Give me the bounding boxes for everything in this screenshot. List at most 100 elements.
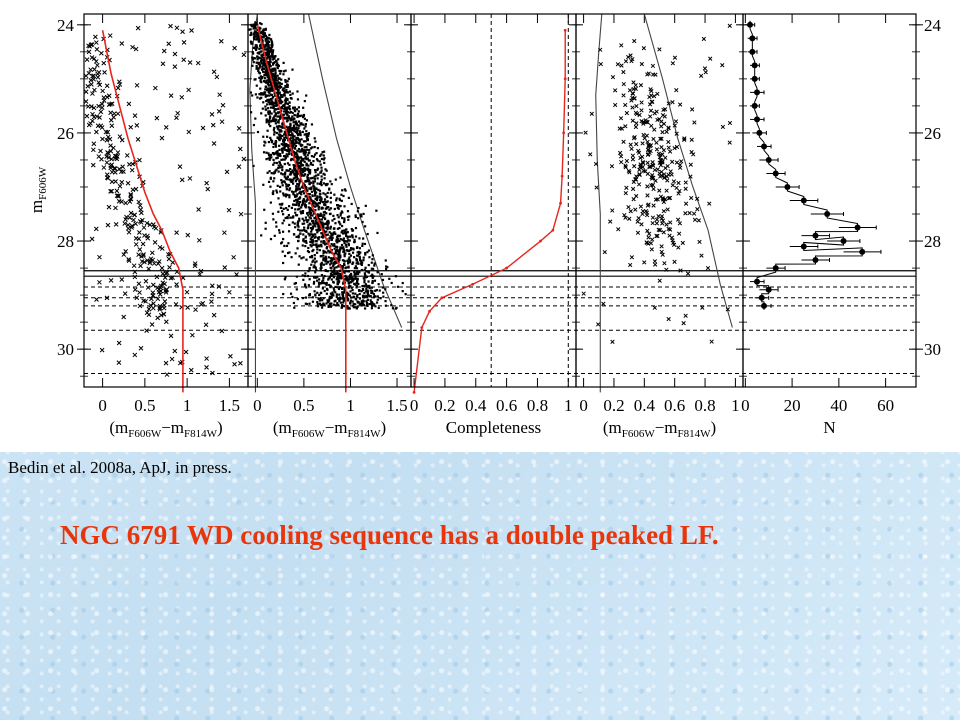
artificial-star-point — [283, 162, 286, 166]
artificial-star-point — [265, 158, 268, 161]
artificial-star-point — [354, 298, 358, 301]
artificial-star-point — [277, 121, 280, 124]
artificial-star-point — [368, 256, 371, 259]
artificial-star-point — [279, 107, 283, 110]
artificial-star-point — [311, 214, 314, 217]
artificial-star-point — [266, 55, 270, 58]
artificial-star-point — [315, 279, 319, 282]
artificial-star-point — [270, 141, 273, 144]
selected-star-point — [650, 159, 655, 165]
artificial-star-point — [309, 240, 312, 243]
artificial-star-point — [305, 135, 308, 139]
artificial-star-point — [299, 172, 302, 175]
artificial-star-point — [259, 78, 262, 81]
selected-star-point — [681, 321, 686, 326]
artificial-star-point — [282, 158, 285, 161]
fiducial-line — [101, 30, 184, 393]
artificial-star-point — [309, 207, 312, 210]
artificial-star-point — [367, 263, 370, 267]
artificial-star-point — [363, 281, 366, 284]
artificial-star-point — [298, 255, 301, 258]
artificial-star-point — [339, 212, 342, 215]
artificial-star-point — [278, 135, 281, 138]
artificial-star-point — [269, 176, 272, 179]
star-point — [149, 322, 155, 327]
artificial-star-point — [365, 300, 368, 303]
artificial-star-point — [374, 305, 377, 308]
artificial-star-point — [289, 130, 292, 133]
selected-star-point — [648, 87, 653, 92]
artificial-star-point — [347, 244, 350, 247]
selected-star-point — [665, 163, 670, 169]
artificial-star-point — [263, 34, 266, 37]
artificial-star-point — [342, 246, 345, 249]
artificial-star-point — [274, 142, 277, 145]
star-point — [119, 179, 125, 185]
artificial-star-point — [254, 21, 257, 24]
artificial-star-point — [273, 126, 276, 130]
artificial-star-point — [252, 61, 255, 64]
artificial-star-point — [293, 306, 296, 309]
artificial-star-point — [269, 120, 273, 123]
artificial-star-point — [390, 304, 393, 307]
artificial-star-point — [273, 57, 276, 60]
selected-star-point — [664, 129, 669, 134]
star-point — [115, 85, 121, 91]
star-point — [95, 74, 101, 80]
artificial-star-point — [278, 69, 281, 73]
star-point — [168, 93, 174, 98]
artificial-star-point — [329, 196, 332, 199]
artificial-star-point — [339, 204, 342, 208]
artificial-star-point — [324, 258, 328, 262]
star-point — [187, 176, 193, 181]
artificial-star-point — [285, 91, 289, 94]
artificial-star-point — [276, 62, 279, 65]
selected-star-point — [638, 83, 644, 88]
selected-star-point — [667, 233, 672, 238]
artificial-star-point — [273, 82, 276, 85]
selected-star-point — [634, 103, 639, 109]
artificial-star-point — [325, 195, 328, 198]
artificial-star-point — [312, 233, 315, 236]
artificial-star-point — [365, 275, 369, 278]
artificial-star-point — [286, 215, 289, 219]
star-points — [83, 23, 247, 377]
artificial-star-point — [336, 280, 339, 284]
selected-star-point — [648, 108, 654, 113]
artificial-star-point — [269, 58, 272, 61]
lf-point — [854, 224, 861, 231]
artificial-star-point — [253, 35, 256, 39]
artificial-star-point — [325, 283, 328, 286]
star-point — [234, 272, 239, 277]
artificial-star-point — [336, 227, 340, 230]
star-point — [94, 62, 100, 68]
artificial-star-point — [254, 27, 257, 30]
artificial-star-point — [375, 289, 378, 292]
selected-star-point — [666, 139, 671, 145]
artificial-star-point — [292, 107, 295, 110]
artificial-star-point — [317, 224, 320, 228]
artificial-star-point — [302, 174, 305, 177]
artificial-star-point — [295, 126, 298, 129]
star-point — [91, 76, 97, 82]
artificial-star-point — [329, 305, 333, 308]
star-point — [90, 91, 95, 96]
artificial-star-point — [311, 202, 314, 206]
star-point — [90, 73, 95, 79]
artificial-star-point — [267, 45, 270, 48]
artificial-star-point — [338, 226, 341, 230]
selection-envelope-line — [643, 13, 733, 328]
selected-star-point — [624, 110, 630, 116]
star-point — [150, 290, 156, 295]
artificial-star-point — [311, 300, 315, 303]
artificial-star-point — [278, 231, 281, 234]
panel-cmd-raw: 0 0.5 1 1.5(mF606W−mF814W) — [83, 13, 249, 440]
star-point — [161, 311, 167, 317]
artificial-star-point — [310, 263, 313, 266]
artificial-star-point — [264, 48, 267, 51]
artificial-star-point — [335, 197, 338, 200]
artificial-star-point — [356, 251, 359, 254]
artificial-star-point — [318, 302, 322, 305]
artificial-star-point — [306, 154, 309, 157]
artificial-star-point — [311, 296, 314, 299]
